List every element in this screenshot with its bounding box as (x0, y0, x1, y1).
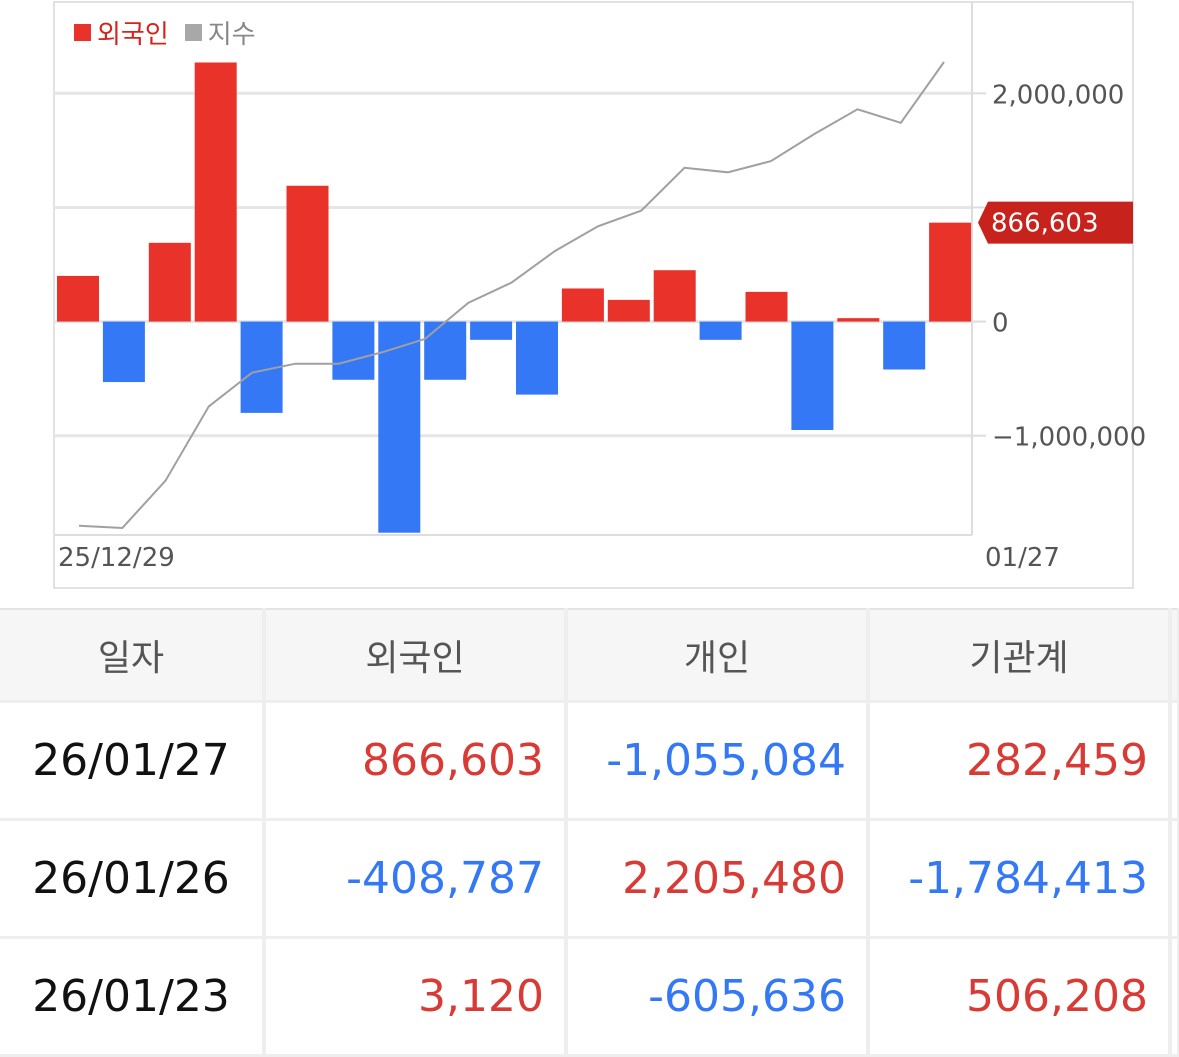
x-start-label: 25/12/29 (58, 543, 175, 573)
legend-swatch-foreign (74, 23, 91, 41)
col-header-extra (1170, 608, 1179, 703)
bar (148, 242, 191, 322)
index-line (78, 61, 945, 530)
cell-foreign: -408,787 (264, 819, 568, 939)
bar (470, 321, 513, 340)
cell-institution: 506,208 (868, 937, 1172, 1057)
table-row[interactable]: 26/01/23 3,120 -605,636 506,208 (0, 937, 1179, 1057)
bar (699, 321, 742, 340)
latest-value-flag (978, 201, 1133, 244)
bar (378, 321, 421, 533)
legend-item-foreign: 외국인 (74, 14, 169, 51)
x-end-label: 01/27 (985, 543, 1060, 573)
legend-label-index: 지수 (207, 19, 256, 50)
cell-date: 26/01/27 (0, 701, 266, 821)
bar (102, 321, 145, 383)
investor-chart: 2,000,000 0 −1,000,000 25/12/29 01/27 866,603… (53, 1, 1146, 589)
bar (561, 288, 604, 322)
bar (516, 321, 558, 395)
bar (745, 291, 788, 322)
cell-individual: 2,205,480 (566, 819, 870, 939)
table-row[interactable]: 26/01/26 -408,787 2,205,480 -1,784,413 (0, 819, 1179, 939)
cell-date: 26/01/23 (0, 937, 266, 1057)
cell-extra (1170, 701, 1179, 821)
cell-date: 26/01/26 (0, 819, 266, 939)
col-header-individual[interactable]: 개인 (566, 608, 870, 703)
bar (607, 299, 650, 322)
cell-individual: -605,636 (566, 937, 870, 1057)
investor-table: 일자 외국인 개인 기관계 26/01/27 866,603 -1,055,08… (0, 608, 1179, 1057)
chart-legend: 외국인 지수 (74, 14, 272, 51)
cell-foreign: 3,120 (264, 937, 568, 1057)
bar (194, 62, 237, 322)
cell-individual: -1,055,084 (566, 701, 870, 821)
bar (424, 321, 467, 380)
col-header-institution[interactable]: 기관계 (868, 608, 1172, 703)
table-header-row: 일자 외국인 개인 기관계 (0, 608, 1179, 703)
y-tick-label: 2,000,000 (992, 80, 1124, 110)
bar (286, 185, 329, 322)
latest-value-label: 866,603 (991, 209, 1099, 239)
y-tick-label: −1,000,000 (992, 423, 1146, 453)
bar (653, 270, 696, 322)
chart-canvas: 2,000,000 0 −1,000,000 25/12/29 01/27 866,603 (53, 1, 1146, 589)
bar (837, 318, 880, 322)
cell-institution: 282,459 (868, 701, 1172, 821)
bar (57, 275, 99, 322)
cell-extra (1170, 937, 1179, 1057)
legend-label-foreign: 외국인 (97, 19, 169, 50)
y-tick-label: 0 (992, 309, 1009, 339)
bar (929, 222, 972, 322)
table-row[interactable]: 26/01/27 866,603 -1,055,084 282,459 (0, 701, 1179, 821)
bar (332, 321, 375, 380)
chart-frame (53, 1, 1134, 589)
legend-swatch-index (184, 23, 202, 41)
legend-item-index: 지수 (184, 14, 256, 51)
bar (791, 321, 834, 430)
bar (883, 321, 926, 370)
col-header-foreign[interactable]: 외국인 (264, 608, 568, 703)
cell-institution: -1,784,413 (868, 819, 1172, 939)
cell-extra (1170, 819, 1179, 939)
cell-foreign: 866,603 (264, 701, 568, 821)
investor-table-wrap: 일자 외국인 개인 기관계 26/01/27 866,603 -1,055,08… (0, 608, 1179, 1057)
col-header-date[interactable]: 일자 (0, 608, 266, 703)
